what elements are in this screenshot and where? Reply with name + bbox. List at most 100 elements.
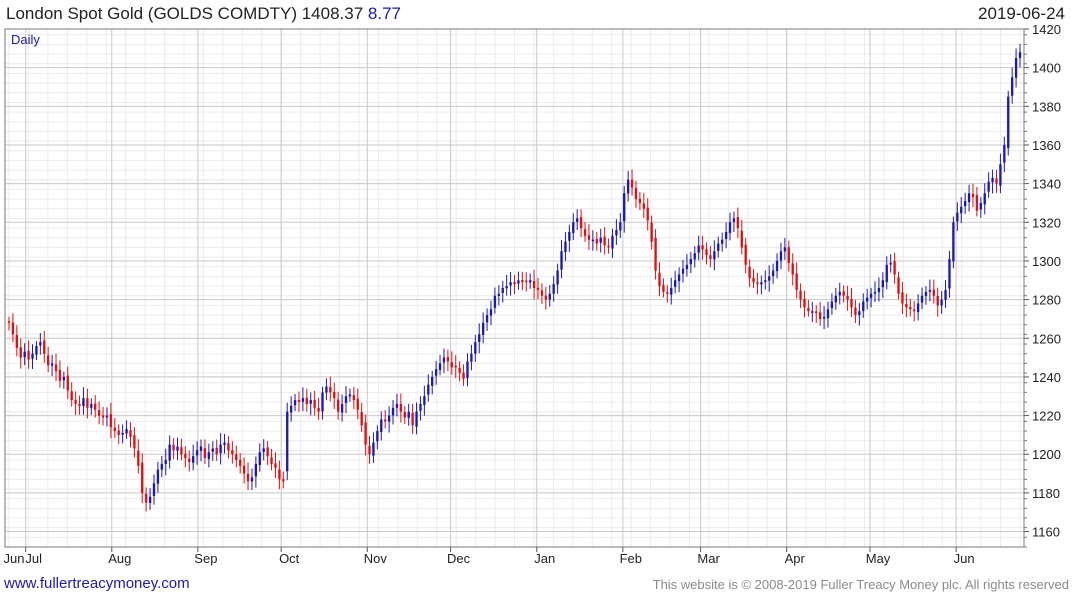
candle-body bbox=[105, 415, 109, 418]
y-tick-label: 1420 bbox=[1032, 22, 1061, 37]
candle-body bbox=[744, 244, 747, 265]
candle-body bbox=[86, 398, 89, 408]
candle-body bbox=[932, 289, 935, 296]
candle-body bbox=[113, 427, 116, 432]
candle-body bbox=[395, 403, 399, 408]
candle-body bbox=[595, 239, 598, 244]
candle-body bbox=[564, 241, 567, 252]
candle-body bbox=[556, 270, 559, 285]
candle-body bbox=[795, 273, 798, 290]
candle-body bbox=[603, 236, 606, 246]
site-link[interactable]: www.fullertreacymoney.com bbox=[4, 575, 190, 592]
candle-body bbox=[7, 321, 11, 323]
candle-body bbox=[317, 407, 320, 412]
candle-body bbox=[920, 295, 924, 303]
candle-body bbox=[160, 463, 164, 470]
candle-body bbox=[1003, 144, 1006, 163]
candle-body bbox=[47, 355, 50, 366]
candle-body bbox=[262, 448, 265, 452]
candle-body bbox=[572, 222, 575, 234]
candle-body bbox=[66, 375, 69, 391]
candle-body bbox=[223, 442, 226, 445]
candle-body bbox=[27, 350, 30, 360]
candle-body bbox=[673, 280, 677, 287]
candle-body bbox=[419, 403, 422, 411]
candle-body bbox=[999, 164, 1002, 186]
candle-body bbox=[913, 309, 916, 312]
candle-body bbox=[834, 295, 838, 303]
candle-body bbox=[893, 261, 896, 275]
candle-body bbox=[293, 400, 297, 406]
candle-body bbox=[760, 282, 763, 285]
candle-body bbox=[924, 291, 928, 297]
candle-body bbox=[830, 301, 834, 309]
candle-body bbox=[176, 446, 179, 451]
candle-body bbox=[180, 447, 183, 455]
candle-body bbox=[325, 386, 328, 393]
candle-body bbox=[579, 217, 583, 229]
candle-body bbox=[552, 284, 555, 294]
candle-body bbox=[536, 287, 540, 290]
candle-body bbox=[340, 403, 344, 413]
candle-body bbox=[646, 207, 649, 221]
candle-body bbox=[380, 419, 383, 433]
candle-body bbox=[489, 309, 493, 316]
y-tick-label: 1260 bbox=[1032, 331, 1061, 346]
candle-body bbox=[956, 212, 959, 222]
x-tick-label: Feb bbox=[620, 551, 642, 566]
candle-body bbox=[799, 290, 802, 300]
candle-body bbox=[724, 231, 728, 239]
candle-body bbox=[137, 450, 140, 466]
x-tick-label: Jun bbox=[4, 551, 25, 566]
y-tick-label: 1200 bbox=[1032, 447, 1061, 462]
candle-body bbox=[740, 230, 743, 248]
candle-body bbox=[466, 361, 469, 379]
candle-body bbox=[336, 399, 340, 412]
chart-title: London Spot Gold (GOLDS COMDTY) 1408.37 … bbox=[6, 4, 401, 24]
candle-body bbox=[901, 292, 904, 304]
candle-body bbox=[348, 394, 352, 397]
candle-body bbox=[869, 293, 873, 298]
candle-body bbox=[971, 193, 975, 198]
candle-body bbox=[967, 193, 971, 203]
candle-body bbox=[838, 291, 841, 296]
candle-body bbox=[144, 493, 148, 503]
candle-body bbox=[591, 239, 595, 242]
candle-body bbox=[309, 400, 312, 404]
candle-body bbox=[297, 399, 301, 403]
candle-body bbox=[1014, 57, 1018, 78]
candle-body bbox=[944, 289, 947, 300]
candle-body bbox=[474, 342, 477, 354]
candle-body bbox=[709, 255, 712, 260]
candle-body bbox=[1018, 52, 1022, 59]
candle-body bbox=[501, 288, 504, 294]
x-tick-label: Mar bbox=[697, 551, 720, 566]
candle-body bbox=[431, 376, 434, 386]
candle-body bbox=[846, 296, 849, 300]
candle-body bbox=[587, 235, 591, 240]
candle-body bbox=[101, 415, 105, 418]
candle-body bbox=[344, 396, 348, 403]
candle-body bbox=[148, 496, 152, 504]
candle-body bbox=[509, 282, 512, 286]
plot-border bbox=[4, 28, 1025, 548]
candle-body bbox=[203, 448, 207, 459]
candle-body bbox=[987, 181, 990, 192]
candle-body bbox=[97, 410, 101, 416]
candle-body bbox=[250, 477, 254, 482]
candle-body bbox=[74, 399, 77, 404]
candle-body bbox=[748, 266, 751, 279]
candle-body bbox=[521, 279, 524, 283]
candle-body bbox=[626, 179, 630, 194]
candle-body bbox=[156, 469, 160, 484]
candle-body bbox=[807, 307, 810, 312]
candle-body bbox=[109, 414, 113, 428]
candle-body bbox=[274, 463, 277, 468]
candle-body bbox=[768, 276, 771, 281]
candle-body bbox=[352, 395, 356, 401]
candle-body bbox=[517, 280, 520, 284]
candle-body bbox=[415, 411, 418, 427]
x-tick-label: Oct bbox=[279, 551, 300, 566]
candle-body bbox=[121, 432, 124, 435]
frequency-label: Daily bbox=[11, 32, 40, 47]
